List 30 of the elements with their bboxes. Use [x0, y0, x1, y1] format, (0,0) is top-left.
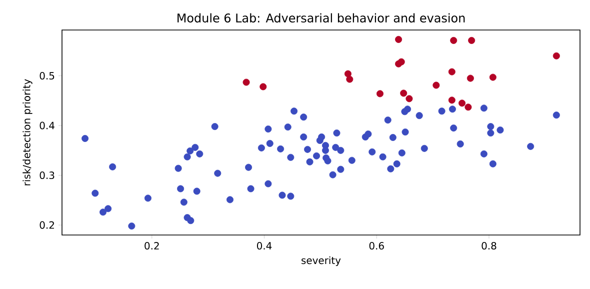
point [448, 68, 456, 76]
y-tick-label: 0.4 [40, 122, 54, 130]
y-tick-label: 0.2 [40, 221, 54, 229]
point [242, 78, 250, 86]
y-tick-label: 0.5 [40, 72, 54, 80]
point [398, 58, 405, 66]
point [458, 100, 466, 107]
x-tick-label: 0.4 [256, 242, 272, 250]
point [468, 36, 476, 44]
point [400, 90, 408, 97]
point [464, 104, 472, 111]
x-axis-title: severity [302, 256, 341, 266]
point [448, 96, 456, 104]
y-tick-label: 0.3 [40, 172, 54, 180]
point [432, 82, 440, 89]
point [450, 36, 458, 44]
chart-title: Module 6 Lab: Adversarial behavior and evasion [178, 13, 465, 23]
x-tick-label: 0.6 [369, 242, 384, 250]
point [466, 74, 474, 82]
point [552, 52, 560, 60]
point [346, 76, 354, 83]
point [489, 74, 496, 81]
y-axis-title: risk/detection priority [22, 79, 32, 186]
point [406, 95, 413, 102]
x-tick-label: 0.8 [482, 242, 496, 250]
point [260, 83, 267, 90]
x-tick-label: 0.2 [144, 242, 159, 250]
point [376, 90, 384, 98]
point [344, 70, 352, 78]
point [395, 36, 402, 43]
